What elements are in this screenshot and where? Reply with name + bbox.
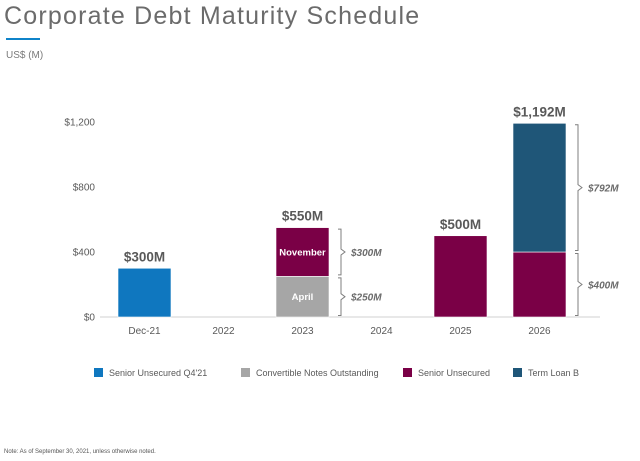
bracket-label: $300M — [350, 248, 382, 259]
bracket-label: $250M — [350, 293, 382, 304]
total-label: $550M — [282, 209, 323, 224]
legend-label: Senior Unsecured Q4'21 — [109, 368, 207, 378]
total-label: $500M — [440, 217, 481, 232]
legend-swatch — [241, 368, 250, 377]
bracket — [338, 228, 346, 276]
bar-segment — [275, 276, 330, 318]
page-title: Corporate Debt Maturity Schedule — [4, 2, 421, 30]
x-tick-label: 2024 — [370, 326, 393, 337]
y-tick-label: $1,200 — [64, 118, 95, 129]
x-tick-label: 2022 — [212, 326, 235, 337]
y-tick-label: $0 — [84, 313, 96, 324]
bracket — [575, 124, 583, 251]
total-label: $1,192M — [513, 104, 566, 119]
debt-maturity-chart: $0 $400 $800 $1,200 Dec-21 2022 2023 2024 2025 20… — [64, 104, 619, 378]
footnote: Note: As of September 30, 2021, unless o… — [4, 449, 156, 455]
legend-swatch — [513, 368, 522, 377]
legend-swatch — [94, 368, 103, 377]
bracket-label: $792M — [587, 184, 619, 195]
x-tick-label: 2026 — [528, 326, 551, 337]
bracket — [338, 277, 346, 316]
title-underline — [6, 38, 40, 40]
bar-segment — [275, 227, 330, 277]
x-tick-label: 2025 — [449, 326, 472, 337]
bar-segment — [512, 123, 567, 253]
legend-label: Senior Unsecured — [418, 368, 490, 378]
bracket — [575, 253, 583, 316]
total-label: $300M — [124, 249, 165, 264]
y-tick-label: $800 — [73, 183, 96, 194]
legend-swatch — [403, 368, 412, 377]
bar-segment — [433, 235, 488, 318]
bar-segment — [512, 251, 567, 318]
bar-segment — [117, 267, 172, 318]
segment-label: April — [292, 292, 314, 303]
x-tick-label: Dec-21 — [128, 326, 161, 337]
x-tick-label: 2023 — [291, 326, 314, 337]
segment-label: November — [279, 248, 326, 259]
legend-label: Term Loan B — [528, 368, 579, 378]
unit-label: US$ (M) — [6, 50, 44, 61]
legend-label: Convertible Notes Outstanding — [256, 368, 379, 378]
bracket-label: $400M — [587, 281, 619, 292]
y-tick-label: $400 — [73, 248, 96, 259]
